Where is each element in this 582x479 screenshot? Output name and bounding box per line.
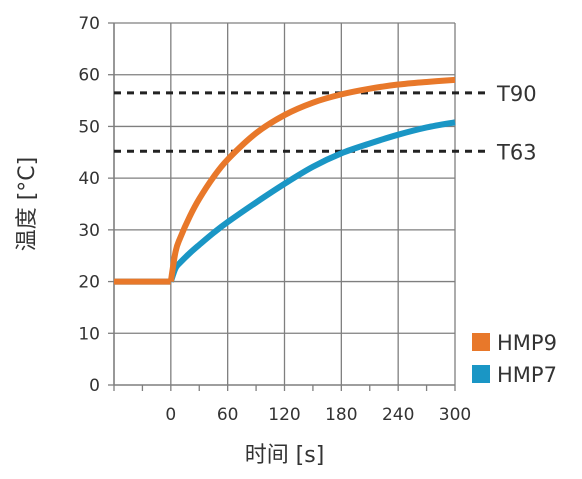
reference-lines: T90 T63 <box>114 82 537 164</box>
x-tick-label: 180 <box>325 405 357 425</box>
series-line-hmp9 <box>167 76 456 283</box>
y-tick-label: 40 <box>78 169 100 189</box>
axes: 0 10 20 30 40 50 60 70 0 60 120 180 240 300 <box>78 14 471 425</box>
grid-lines <box>114 22 456 385</box>
y-tick-label: 60 <box>78 66 100 86</box>
y-tick-label: 70 <box>78 14 100 34</box>
y-tick-label: 10 <box>78 324 100 344</box>
series-line-hmp7 <box>167 119 456 283</box>
legend-swatch-hmp9 <box>472 333 490 351</box>
x-tick-label: 120 <box>268 405 300 425</box>
x-tick-label: 300 <box>439 405 471 425</box>
legend: HMP9 HMP7 <box>472 331 557 387</box>
x-axis-title: 时间 [s] <box>245 443 325 468</box>
x-tick-label: 240 <box>382 405 414 425</box>
y-tick-label: 20 <box>78 273 100 293</box>
y-tick-label: 50 <box>78 117 100 137</box>
legend-swatch-hmp7 <box>472 365 490 383</box>
y-tick-label: 0 <box>89 376 100 396</box>
axis-titles: 时间 [s] 温度 [°C] <box>15 157 324 468</box>
x-tick-label: 60 <box>217 405 239 425</box>
y-tick-label: 30 <box>78 221 100 241</box>
reference-label-t63: T63 <box>496 140 537 164</box>
reference-label-t90: T90 <box>496 82 537 106</box>
legend-label-hmp9: HMP9 <box>497 331 557 355</box>
data-series <box>114 76 456 285</box>
y-axis-title: 温度 [°C] <box>15 157 40 252</box>
legend-label-hmp7: HMP7 <box>497 363 557 387</box>
x-tick-label: 0 <box>165 405 176 425</box>
